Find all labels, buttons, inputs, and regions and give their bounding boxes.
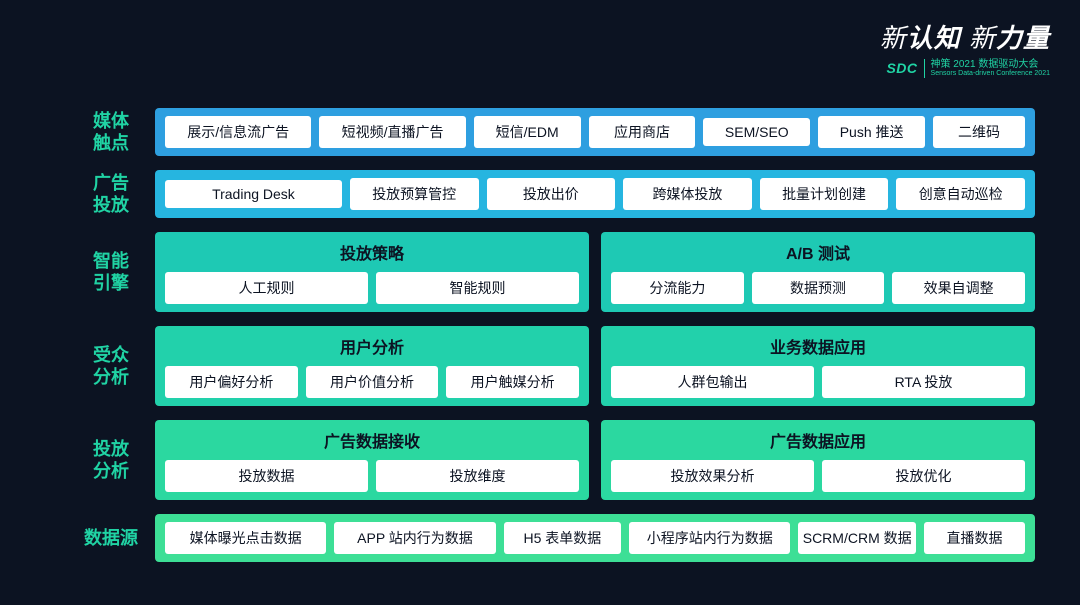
row-label: 投放 分析 (75, 420, 155, 500)
pill: 分流能力 (611, 272, 744, 304)
panel-title: 用户分析 (165, 334, 579, 358)
pill: 智能规则 (376, 272, 579, 304)
pill: 小程序站内行为数据 (629, 522, 790, 554)
row-smart-engine: 智能 引擎 投放策略 人工规则 智能规则 A/B 测试 分流能力 数据预测 效果… (75, 232, 1035, 312)
panel-title: 投放策略 (165, 240, 579, 264)
row-label: 广告 投放 (75, 170, 155, 218)
pill: APP 站内行为数据 (334, 522, 495, 554)
panel-title: 业务数据应用 (611, 334, 1025, 358)
row-media-touchpoint: 媒体 触点 展示/信息流广告 短视频/直播广告 短信/EDM 应用商店 SEM/… (75, 108, 1035, 156)
pill: 应用商店 (589, 116, 696, 148)
pill: SCRM/CRM 数据 (798, 522, 916, 554)
pill: 直播数据 (924, 522, 1025, 554)
logo-area: 新认知 新力量 SDC 神策 2021 数据驱动大会 Sensors Data-… (880, 18, 1050, 78)
pill: 投放数据 (165, 460, 368, 492)
pill: Trading Desk (165, 180, 342, 208)
panel-title: 广告数据应用 (611, 428, 1025, 452)
panel-left: 投放策略 人工规则 智能规则 (155, 232, 589, 312)
panel: 展示/信息流广告 短视频/直播广告 短信/EDM 应用商店 SEM/SEO Pu… (155, 108, 1035, 156)
panel: 媒体曝光点击数据 APP 站内行为数据 H5 表单数据 小程序站内行为数据 SC… (155, 514, 1035, 562)
row-data-source: 数据源 媒体曝光点击数据 APP 站内行为数据 H5 表单数据 小程序站内行为数… (75, 514, 1035, 562)
label-line: 智能 (93, 250, 129, 273)
panel: Trading Desk 投放预算管控 投放出价 跨媒体投放 批量计划创建 创意… (155, 170, 1035, 218)
panel-right: 广告数据应用 投放效果分析 投放优化 (601, 420, 1035, 500)
row-ad-delivery: 广告 投放 Trading Desk 投放预算管控 投放出价 跨媒体投放 批量计… (75, 170, 1035, 218)
row-label: 数据源 (75, 514, 155, 562)
pill: 用户触媒分析 (446, 366, 579, 398)
pill: 投放优化 (822, 460, 1025, 492)
pill: Push 推送 (818, 116, 925, 148)
label-line: 引擎 (93, 272, 129, 295)
label-line: 分析 (93, 460, 129, 483)
pill: H5 表单数据 (504, 522, 622, 554)
pill: 投放维度 (376, 460, 579, 492)
pill: 投放出价 (487, 178, 616, 210)
slogan-part: 新 (880, 23, 907, 53)
slogan-bold: 认知 (907, 23, 961, 53)
pill: 短视频/直播广告 (319, 116, 465, 148)
logo-sub-en: Sensors Data-driven Conference 2021 (931, 70, 1050, 78)
panel-left: 用户分析 用户偏好分析 用户价值分析 用户触媒分析 (155, 326, 589, 406)
panel-right: 业务数据应用 人群包输出 RTA 投放 (601, 326, 1035, 406)
slogan-part: 新 (969, 23, 996, 53)
label-line: 数据源 (84, 527, 138, 550)
logo-slogan: 新认知 新力量 (880, 18, 1050, 55)
row-label: 受众 分析 (75, 326, 155, 406)
slogan-bold: 力量 (996, 23, 1050, 53)
pill: 批量计划创建 (760, 178, 889, 210)
label-line: 受众 (93, 344, 129, 367)
logo-subline: SDC 神策 2021 数据驱动大会 Sensors Data-driven C… (880, 59, 1050, 78)
pill: 跨媒体投放 (623, 178, 752, 210)
row-audience-analysis: 受众 分析 用户分析 用户偏好分析 用户价值分析 用户触媒分析 业务数据应用 人… (75, 326, 1035, 406)
pill: 用户价值分析 (306, 366, 439, 398)
pill: 人工规则 (165, 272, 368, 304)
label-line: 广告 (93, 172, 129, 195)
label-line: 投放 (93, 194, 129, 217)
sdc-badge: SDC (886, 60, 917, 76)
pill: 二维码 (933, 116, 1025, 148)
logo-sub-cn: 神策 2021 数据驱动大会 (931, 59, 1050, 70)
label-line: 媒体 (93, 110, 129, 133)
row-label: 智能 引擎 (75, 232, 155, 312)
pill: 媒体曝光点击数据 (165, 522, 326, 554)
pill: 人群包输出 (611, 366, 814, 398)
label-line: 投放 (93, 438, 129, 461)
row-label: 媒体 触点 (75, 108, 155, 156)
pill: 展示/信息流广告 (165, 116, 311, 148)
row-delivery-analysis: 投放 分析 广告数据接收 投放数据 投放维度 广告数据应用 投放效果分析 投放优… (75, 420, 1035, 500)
pill: SEM/SEO (703, 118, 810, 146)
panel-title: 广告数据接收 (165, 428, 579, 452)
architecture-diagram: 媒体 触点 展示/信息流广告 短视频/直播广告 短信/EDM 应用商店 SEM/… (75, 108, 1035, 576)
pill: 数据预测 (752, 272, 885, 304)
pill: 效果自调整 (892, 272, 1025, 304)
label-line: 分析 (93, 366, 129, 389)
pill: 短信/EDM (474, 116, 581, 148)
pill: 投放预算管控 (350, 178, 479, 210)
pill: 创意自动巡检 (896, 178, 1025, 210)
panel-right: A/B 测试 分流能力 数据预测 效果自调整 (601, 232, 1035, 312)
pill: 投放效果分析 (611, 460, 814, 492)
panel-title: A/B 测试 (611, 240, 1025, 264)
pill: RTA 投放 (822, 366, 1025, 398)
panel-left: 广告数据接收 投放数据 投放维度 (155, 420, 589, 500)
pill: 用户偏好分析 (165, 366, 298, 398)
label-line: 触点 (93, 132, 129, 155)
